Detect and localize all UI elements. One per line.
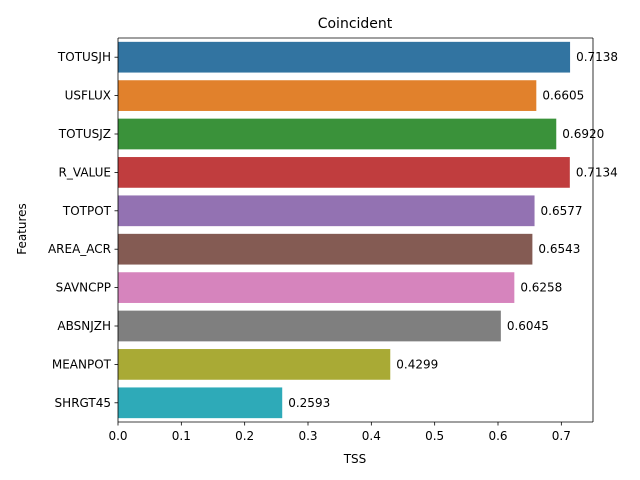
bar-absnjzh bbox=[118, 310, 501, 342]
bar-value-label: 0.6543 bbox=[538, 242, 580, 256]
y-tick-label: ABSNJZH bbox=[57, 319, 111, 333]
y-tick-labels: TOTUSJH USFLUX TOTUSJZ R_VALUE TOTPOT AREA_AC… bbox=[48, 50, 118, 410]
x-tick-label: 0.4 bbox=[362, 429, 381, 443]
y-tick-label: R_VALUE bbox=[59, 165, 111, 179]
y-tick-label: TOTUSJZ bbox=[58, 127, 111, 141]
bar-value-label: 0.6605 bbox=[542, 89, 584, 103]
bar-totpot bbox=[118, 195, 535, 227]
bar-totusjz bbox=[118, 118, 557, 150]
x-tick-labels: 0.0 0.1 0.2 0.3 0.4 0.5 0.6 0.7 bbox=[108, 422, 571, 443]
bar-value-label: 0.6920 bbox=[562, 127, 604, 141]
bar-r-value bbox=[118, 157, 570, 188]
y-tick-label: SAVNCPP bbox=[56, 281, 111, 295]
x-tick-label: 0.5 bbox=[425, 429, 444, 443]
x-tick-label: 0.7 bbox=[552, 429, 571, 443]
bar-savncpp bbox=[118, 272, 515, 303]
bar-value-label: 0.2593 bbox=[288, 396, 330, 410]
chart-title: Coincident bbox=[318, 16, 393, 32]
axis-spines bbox=[117, 37, 594, 423]
x-tick-label: 0.6 bbox=[488, 429, 507, 443]
bar-area-acr bbox=[118, 233, 533, 265]
bars-group bbox=[118, 41, 571, 419]
x-tick-label: 0.0 bbox=[108, 429, 127, 443]
bar-shrgt45 bbox=[118, 387, 283, 419]
bar-value-label: 0.7138 bbox=[576, 50, 618, 64]
y-tick-label: SHRGT45 bbox=[55, 396, 111, 410]
bar-value-labels: 0.7138 0.6605 0.6920 0.7134 0.6577 0.6543 0.62… bbox=[288, 50, 618, 410]
x-tick-label: 0.1 bbox=[172, 429, 191, 443]
y-tick-label: TOTPOT bbox=[62, 204, 112, 218]
x-axis-label: TSS bbox=[343, 452, 367, 466]
bar-value-label: 0.7134 bbox=[576, 165, 618, 179]
bar-value-label: 0.6577 bbox=[541, 204, 583, 218]
bar-value-label: 0.6045 bbox=[507, 319, 549, 333]
y-tick-label: MEANPOT bbox=[52, 357, 112, 371]
bar-meanpot bbox=[118, 349, 391, 380]
x-tick-label: 0.2 bbox=[235, 429, 254, 443]
bar-value-label: 0.6258 bbox=[520, 281, 562, 295]
y-axis-label: Features bbox=[15, 203, 29, 255]
bar-usflux bbox=[118, 80, 537, 111]
y-tick-label: AREA_ACR bbox=[48, 242, 111, 256]
x-tick-label: 0.3 bbox=[298, 429, 317, 443]
y-tick-label: USFLUX bbox=[65, 89, 111, 103]
bar-value-label: 0.4299 bbox=[396, 357, 438, 371]
y-tick-label: TOTUSJH bbox=[57, 50, 111, 64]
bar-totusjh bbox=[118, 41, 571, 73]
